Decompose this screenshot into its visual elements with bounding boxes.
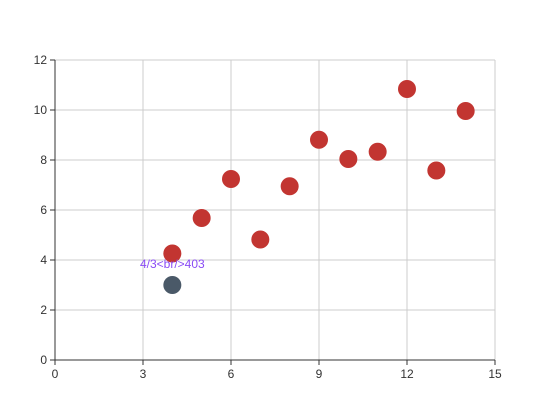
- highlighted-point: [163, 276, 182, 294]
- scatter-point: [192, 209, 211, 227]
- annotation-layer: 4/3<br/>403: [140, 257, 205, 294]
- x-tick-label: 0: [52, 367, 59, 381]
- y-tick-label: 4: [40, 253, 47, 267]
- axis-layer: 0 3 6 9 12 15 0 2 4 6 8 10 12: [34, 53, 502, 381]
- scatter-point: [456, 102, 475, 120]
- y-tick-label: 2: [40, 303, 47, 317]
- y-tick-label: 0: [40, 353, 47, 367]
- scatter-point: [280, 177, 299, 196]
- scatter-point: [251, 230, 270, 249]
- x-tick-label: 3: [140, 367, 147, 381]
- y-tick-label: 8: [40, 153, 47, 167]
- scatter-point: [222, 170, 240, 188]
- x-tick-label: 6: [228, 367, 235, 381]
- scatter-point: [339, 150, 358, 168]
- x-tick-label: 9: [316, 367, 323, 381]
- x-tick-label: 12: [400, 367, 414, 381]
- highlighted-point-label: 4/3<br/>403: [140, 257, 205, 271]
- scatter-point: [310, 130, 328, 149]
- grid-layer: [54, 59, 496, 361]
- scatter-point: [368, 142, 387, 161]
- y-tick-label: 10: [34, 103, 48, 117]
- y-tick-label: 6: [40, 203, 47, 217]
- y-tick-label: 12: [34, 53, 48, 67]
- scatter-point: [427, 161, 446, 180]
- x-tick-label: 15: [488, 367, 502, 381]
- scatter-point: [163, 244, 182, 263]
- scatter-point: [398, 80, 416, 98]
- points-layer: [163, 80, 475, 263]
